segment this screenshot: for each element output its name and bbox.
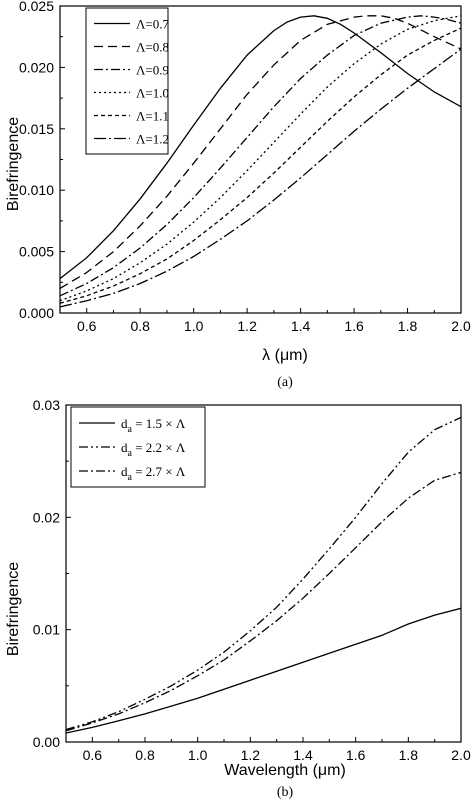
chart-b-xlabel: Wavelength (μm) <box>224 762 346 779</box>
x-tick-label: 0.6 <box>83 747 103 763</box>
x-tick-label: 0.6 <box>77 318 97 334</box>
x-tick-label: 1.4 <box>293 747 313 763</box>
legend-label: Λ=0.8 <box>136 40 169 55</box>
x-tick-label: 0.8 <box>135 747 155 763</box>
chart-b-ylabel: Birefringence <box>5 562 22 656</box>
series-line <box>66 416 461 731</box>
y-tick-label: 0.02 <box>33 509 60 525</box>
x-tick-label: 2.0 <box>451 318 471 334</box>
y-tick-label: 0.025 <box>19 0 54 14</box>
series-line <box>60 48 461 308</box>
legend-box <box>70 406 206 488</box>
y-tick-label: 0.015 <box>19 121 54 137</box>
legend-box <box>85 7 169 155</box>
chart-a-axes-layer: 0.6 0.8 1.0 1.2 1.4 1.6 1.8 2.0 0.000 0.005 0.010 0… <box>19 0 471 334</box>
chart-b-axes-layer: 0.6 0.8 1.0 1.2 1.4 1.6 1.8 2.0 0.00 0.01 0.02 0.03 <box>33 400 471 763</box>
chart-a-ylabel: Birefringence <box>5 117 22 211</box>
x-tick-label: 1.6 <box>344 318 364 334</box>
chart-a-caption: (a) <box>277 375 293 390</box>
legend-value: = 2.2 × Λ <box>132 440 186 455</box>
y-tick-label: 0.010 <box>19 182 54 198</box>
legend-label: Λ=0.7 <box>136 17 170 32</box>
x-tick-label: 1.2 <box>241 747 261 763</box>
chart-b-series-layer <box>66 416 461 734</box>
legend-subscript: a <box>128 472 133 483</box>
x-tick-label: 1.6 <box>346 747 366 763</box>
y-tick-label: 0.01 <box>33 622 60 638</box>
x-tick-label: 1.8 <box>399 747 419 763</box>
series-line <box>66 607 461 734</box>
series-line <box>66 471 461 732</box>
x-tick-label: 1.8 <box>398 318 418 334</box>
legend-prefix: d <box>121 464 128 479</box>
legend-subscript: a <box>128 424 133 435</box>
y-tick-label: 0.005 <box>19 244 54 260</box>
series-line <box>60 15 461 289</box>
chart-a-legend: Λ=0.7 Λ=0.8 Λ=0.9 Λ=1.0 Λ=1.1 Λ=1.2 <box>85 7 170 155</box>
x-tick-label: 1.0 <box>184 318 204 334</box>
x-tick-label: 2.0 <box>451 747 471 763</box>
series-line <box>60 15 461 280</box>
chart-b-caption: (b) <box>277 785 294 800</box>
y-tick-label: 0.03 <box>33 400 60 413</box>
x-tick-label: 1.2 <box>237 318 257 334</box>
chart-a-series-layer <box>60 15 461 308</box>
series-line <box>60 15 461 302</box>
y-tick-label: 0.00 <box>33 734 60 750</box>
legend-label: Λ=1.2 <box>136 132 169 147</box>
y-tick-label: 0.000 <box>19 305 54 321</box>
chart-b: 0.6 0.8 1.0 1.2 1.4 1.6 1.8 2.0 0.00 0.01 0.02 0.03… <box>5 400 471 800</box>
series-line <box>60 15 461 297</box>
legend-subscript: a <box>128 448 133 459</box>
x-tick-label: 1.4 <box>291 318 311 334</box>
chart-a: 0.6 0.8 1.0 1.2 1.4 1.6 1.8 2.0 0.000 0.005 0.010 0… <box>5 0 471 390</box>
legend-label: da = 2.2 × Λ <box>121 440 186 459</box>
chart-b-legend: da = 1.5 × Λda = 2.2 × Λda = 2.7 × Λ <box>70 406 206 488</box>
legend-label: da = 2.7 × Λ <box>121 464 186 483</box>
x-tick-label: 1.0 <box>188 747 208 763</box>
legend-label: da = 1.5 × Λ <box>121 416 186 435</box>
legend-label: Λ=1.0 <box>136 86 169 101</box>
legend-label: Λ=0.9 <box>136 63 169 78</box>
legend-prefix: d <box>121 440 128 455</box>
legend-value: = 1.5 × Λ <box>132 416 186 431</box>
series-line <box>60 27 461 304</box>
chart-a-xlabel: λ (μm) <box>262 347 308 364</box>
x-tick-label: 0.8 <box>130 318 150 334</box>
y-tick-label: 0.020 <box>19 59 54 75</box>
legend-prefix: d <box>121 416 128 431</box>
legend-label: Λ=1.1 <box>136 109 169 124</box>
legend-value: = 2.7 × Λ <box>132 464 186 479</box>
